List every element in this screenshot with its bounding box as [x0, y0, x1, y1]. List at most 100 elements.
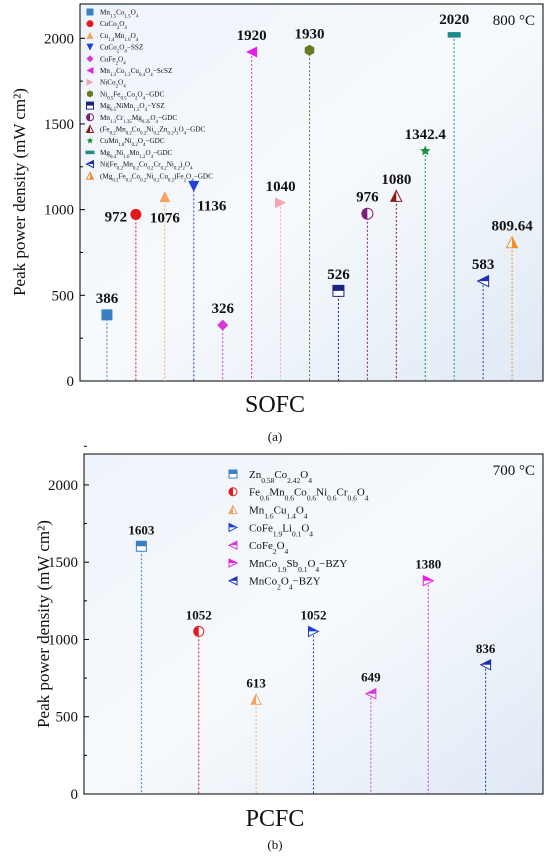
sofc-legend-entry-1: CuCo2O4	[100, 20, 127, 31]
pcfc-point-0-fill	[136, 541, 147, 547]
sofc-legend-marker-5	[86, 67, 94, 74]
sofc-legend-marker-14-fill	[90, 172, 94, 180]
pcfc-plot-area	[84, 454, 543, 794]
pcfc-ytick-label-3: 1500	[48, 555, 78, 571]
sofc-legend: Mn1.5Co1.5O4CuCo2O4Cu1.4Mn1.6O4CuCo2O4−S…	[85, 8, 213, 183]
sofc-ytick-label-0: 0	[67, 374, 75, 390]
pcfc-data-label-4: 649	[361, 670, 381, 685]
pcfc-y-axis-label: Peak power density (mW cm²)	[33, 520, 53, 728]
sofc-legend-entry-11: CuMn1.8Ni0.2O4−GDC	[100, 137, 165, 148]
sofc-point-10-fill	[390, 190, 397, 202]
pcfc-legend-entry-0: Zn0.58Co2.42O4	[249, 469, 312, 485]
sofc-legend-entry-14: (Mg0.2Fe0.2Co0.2Ni0.2Cu0.2)Fe2O4−GDC	[100, 172, 213, 183]
sofc-data-label-14: 809.64	[491, 218, 533, 234]
sofc-legend-marker-11	[86, 137, 94, 144]
sofc-point-13-fill	[477, 275, 489, 282]
pcfc-data-label-6: 836	[476, 641, 496, 656]
sofc-data-label-6: 1040	[266, 179, 296, 195]
sofc-legend-entry-10: (Fe0.2Mn0.2Co0.2Ni0.2Zn0.2)3O4−GDC	[100, 126, 206, 137]
sofc-legend-marker-2	[86, 31, 94, 39]
sofc-legend-marker-1	[86, 20, 94, 28]
sofc-plot-frame	[79, 3, 544, 382]
pcfc-ytick-label-0: 0	[71, 787, 79, 803]
sofc-point-9-fill	[361, 208, 368, 220]
sofc-legend-entry-4: CuFe2O4	[100, 55, 126, 66]
sofc-legend-entry-9: Mn1.3Cr1.35Mg0.35O4−GDC	[100, 114, 177, 125]
sofc-point-0	[101, 309, 113, 321]
sofc-data-label-1: 972	[105, 209, 128, 225]
sofc-data-label-10: 1080	[381, 172, 411, 188]
sofc-point-3	[188, 180, 200, 192]
sofc-data-label-9: 976	[356, 190, 379, 206]
sofc-y-axis-label: Peak power density (mW cm²)	[9, 88, 29, 296]
pcfc-legend-marker-2-fill	[229, 505, 233, 514]
pcfc-chart-svg: 0 500 1000 1500 2000 700 °C Zn0.58Co2.42O4 Fe0.…	[48, 445, 544, 803]
sofc-data-label-3: 1136	[197, 198, 227, 214]
sofc-ytick-label-1: 500	[52, 288, 75, 304]
sofc-legend-marker-8-fill	[86, 102, 94, 106]
sofc-legend-entry-2: Cu1.4Mn1.6O4	[100, 32, 139, 43]
pcfc-ytick-label-4: 2000	[48, 478, 78, 494]
pcfc-legend-marker-1-fill	[229, 487, 233, 496]
sofc-legend-marker-12	[85, 150, 95, 155]
sofc-x-axis-label: SOFC	[244, 392, 306, 418]
sofc-legend-entry-12: Mg0.4Ni1.6Mn1.2O4−GDC	[100, 149, 173, 160]
sofc-ytick-label-2: 1000	[44, 203, 74, 219]
sofc-data-label-8: 526	[327, 267, 350, 283]
pcfc-panel-caption: (b)	[267, 837, 283, 852]
sofc-data-label-4: 326	[211, 301, 234, 317]
sofc-plot-area	[80, 4, 543, 381]
sofc-data-label-11: 1342.4	[405, 127, 447, 143]
pcfc-legend-entry-3: CoFe1.9Li0.1O4	[249, 522, 313, 538]
pcfc-ytick-label-1: 500	[56, 710, 79, 726]
sofc-point-4	[217, 319, 229, 331]
pcfc-legend-entry-6: MnCo2O4−BZY	[249, 576, 321, 592]
sofc-legend-marker-3	[86, 43, 94, 51]
sofc-legend-marker-0	[86, 8, 94, 16]
sofc-legend-marker-4	[86, 55, 94, 63]
pcfc-data-label-2: 613	[246, 675, 266, 690]
pcfc-point-5-fill	[423, 575, 434, 581]
pcfc-data-label-5: 1380	[415, 557, 441, 572]
pcfc-point-3-fill	[308, 626, 319, 632]
sofc-panel-caption: (a)	[267, 429, 283, 444]
sofc-point-2	[159, 191, 171, 203]
sofc-point-14-fill	[512, 236, 518, 248]
pcfc-legend-marker-4-fill	[229, 541, 237, 546]
sofc-point-1	[130, 208, 142, 220]
pcfc-legend-entry-4: CoFe2O4	[249, 540, 289, 556]
sofc-legend-marker-10-fill	[86, 125, 90, 133]
sofc-legend-marker-6	[86, 78, 94, 86]
pcfc-plot-frame	[83, 453, 544, 795]
pcfc-legend-entry-5: MnCo1.9Sb0.1O4−BZY	[249, 558, 347, 574]
sofc-point-6	[275, 197, 287, 209]
sofc-data-label-5: 1920	[237, 28, 267, 44]
sofc-data-label-7: 1930	[295, 26, 325, 42]
sofc-legend-entry-3: CuCo2O4−SSZ	[100, 44, 143, 55]
sofc-legend-marker-13-fill	[86, 160, 94, 165]
sofc-data-label-12: 2020	[439, 12, 469, 28]
pcfc-data-label-1: 1052	[186, 607, 212, 622]
pcfc-data-label-3: 1052	[301, 607, 327, 622]
sofc-point-5	[246, 46, 258, 58]
pcfc-legend-entry-1: Fe0.6Mn0.6Co0.6Ni0.6Cr0.6O4	[249, 487, 369, 503]
pcfc-point-6-fill	[480, 659, 491, 665]
sofc-legend-entry-7: Ni0.5Fe0.5Co2O4−GDC	[100, 90, 164, 101]
pcfc-legend-marker-3-fill	[229, 523, 237, 528]
sofc-point-11	[420, 145, 431, 156]
pcfc-temperature-annotation: 700 °C	[493, 463, 535, 479]
sofc-legend-entry-13: Ni(Fe0.2Mn0.2Co0.2Cr0.2Ni0.2)2O4	[100, 161, 193, 172]
sofc-data-label-2: 1076	[150, 211, 181, 227]
sofc-point-7	[304, 44, 315, 56]
chart-panel-pcfc: 0 500 1000 1500 2000 700 °C Zn0.58Co2.42O4 Fe0.…	[0, 430, 550, 860]
sofc-data-label-0: 386	[96, 291, 119, 307]
chart-panel-sofc: 0 500 1000 1500 2000 800 °C Mn1.5Co1.5O4 CuCo2O…	[9, 3, 544, 444]
sofc-legend-entry-6: NiCo2O4	[100, 79, 126, 90]
sofc-legend-entry-8: Mg0.5NiMn1.5O4−YSZ	[100, 102, 165, 113]
pcfc-point-1-fill	[193, 626, 199, 637]
sofc-legend-entry-0: Mn1.5Co1.5O4	[100, 9, 139, 20]
pcfc-x-axis-label: PCFC	[245, 806, 305, 832]
sofc-legend-marker-7	[86, 90, 94, 98]
sofc-legend-marker-9-fill	[86, 113, 90, 121]
